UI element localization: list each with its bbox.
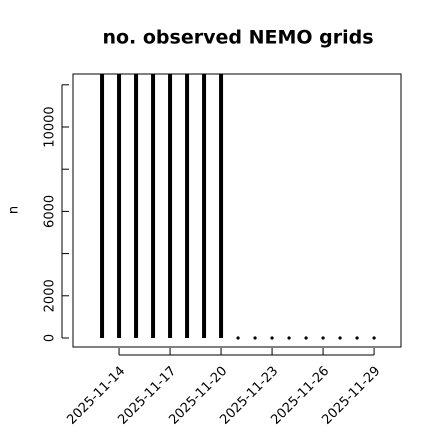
y-tick-label: 6000 bbox=[43, 195, 58, 228]
point bbox=[304, 336, 308, 340]
point bbox=[355, 336, 359, 340]
y-axis-title: n bbox=[7, 206, 22, 214]
point bbox=[372, 336, 376, 340]
y-tick-label: 0 bbox=[43, 334, 58, 342]
point bbox=[287, 336, 291, 340]
plot-box bbox=[72, 73, 402, 348]
y-tick-label: 2000 bbox=[43, 279, 58, 312]
marks bbox=[100, 74, 376, 340]
point bbox=[321, 336, 325, 340]
point bbox=[338, 336, 342, 340]
point bbox=[236, 336, 240, 340]
chart-title: no. observed NEMO grids bbox=[102, 27, 373, 49]
y-tick-label: 10000 bbox=[43, 106, 58, 147]
point bbox=[253, 336, 257, 340]
point bbox=[270, 336, 274, 340]
